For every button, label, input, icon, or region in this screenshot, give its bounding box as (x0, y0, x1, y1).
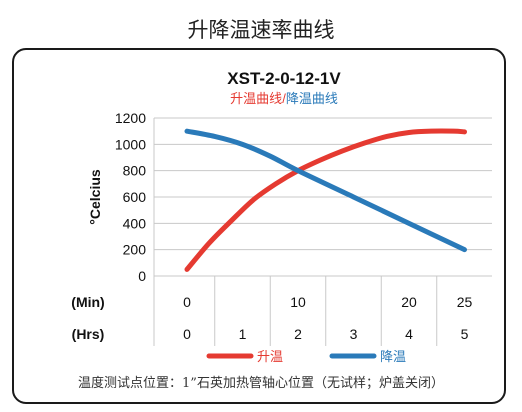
x-hrs-tick-label: 2 (294, 326, 302, 342)
x-hrs-tick-label: 1 (239, 326, 247, 342)
x-axis-hrs-label: (Hrs) (72, 326, 105, 342)
y-tick-label: 200 (123, 242, 147, 258)
y-tick-label: 600 (123, 189, 147, 205)
footer-note: 温度测试点位置：1”石英加热管轴心位置（无试样；炉盖关闭） (78, 376, 444, 391)
y-tick-label: 800 (123, 163, 147, 179)
chart-subtitle-part: 升温曲线 (230, 91, 282, 106)
y-tick-label: 400 (123, 215, 147, 231)
y-axis-title: °Celcius (87, 169, 103, 225)
chart-frame: XST-2-0-12-1V 升温曲线/降温曲线 0 200 400 600 800 1000 1… (12, 48, 506, 404)
x-min-tick-label: 10 (290, 294, 306, 310)
x-axis-min-label: (Min) (71, 294, 104, 310)
x-min-tick-label: 0 (183, 294, 191, 310)
legend-label: 降温 (380, 349, 406, 364)
x-hrs-tick-label: 4 (405, 326, 413, 342)
line-chart: XST-2-0-12-1V升温曲线/降温曲线020040060080010001… (71, 69, 492, 364)
x-hrs-tick-label: 3 (350, 326, 358, 342)
page-title: 升降温速率曲线 (187, 18, 335, 42)
y-tick-label: 1000 (115, 136, 146, 152)
y-tick-label: 0 (138, 268, 146, 284)
y-tick-label: 1200 (115, 110, 146, 126)
x-hrs-tick-label: 0 (183, 326, 191, 342)
x-hrs-tick-label: 5 (461, 326, 469, 342)
series-line-cooling (184, 128, 467, 253)
chart-subtitle: 升温曲线/降温曲线 (230, 91, 338, 106)
chart-title: XST-2-0-12-1V (227, 69, 341, 88)
legend-label: 升温 (257, 349, 283, 364)
x-min-tick-label: 25 (457, 294, 473, 310)
chart-subtitle-part: 降温曲线 (286, 91, 338, 106)
chart-subtitle-part: / (282, 91, 286, 106)
series-line-heating (184, 128, 467, 272)
x-min-tick-label: 20 (401, 294, 417, 310)
